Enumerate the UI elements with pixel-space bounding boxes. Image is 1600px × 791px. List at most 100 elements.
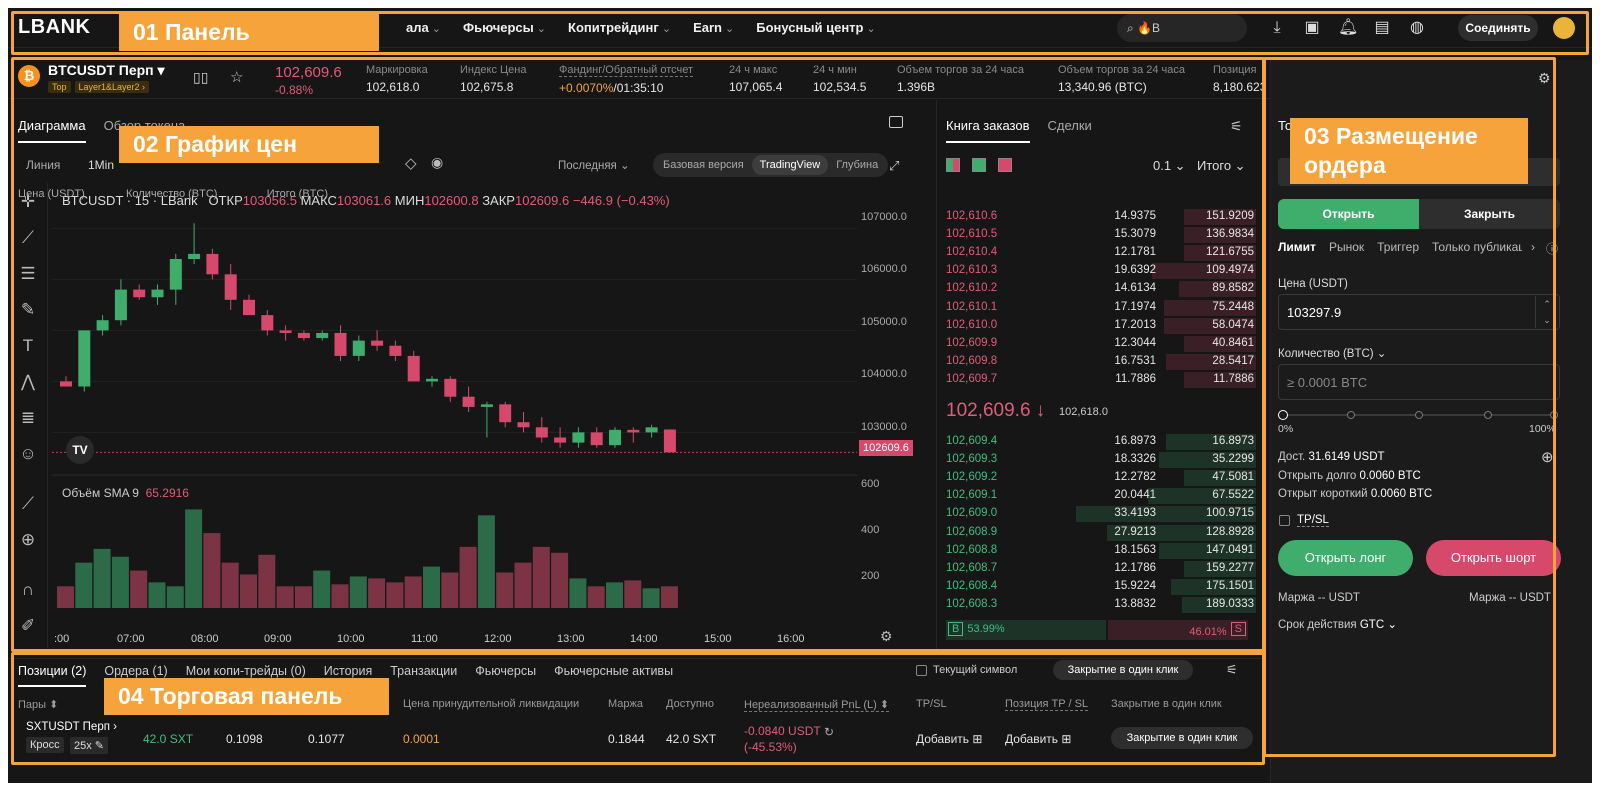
- sliders-icon[interactable]: ⚟: [1230, 118, 1243, 134]
- candle[interactable]: [96, 320, 109, 331]
- bid-row[interactable]: 102,609.3 18.3326 35.2299: [946, 451, 1256, 469]
- add-tpsl-button[interactable]: Добавить ⊞: [916, 732, 983, 746]
- download-icon[interactable]: ⤓: [1273, 19, 1281, 36]
- document-icon[interactable]: ▤: [1374, 19, 1390, 36]
- time-in-force[interactable]: Срок действия GTC ⌄: [1278, 619, 1397, 631]
- candle[interactable]: [334, 332, 347, 356]
- col-pairs[interactable]: Пары ⬍: [18, 699, 59, 711]
- nav-item-copytrading[interactable]: Копитрейдинг: [568, 20, 671, 35]
- book-icon[interactable]: ▯▯: [193, 69, 209, 85]
- chart-type-line[interactable]: Линия: [26, 158, 61, 172]
- fib-icon[interactable]: ≣: [20, 408, 36, 427]
- view-both-icon[interactable]: [946, 158, 960, 172]
- candle[interactable]: [627, 429, 640, 433]
- slider-mark[interactable]: [1415, 411, 1423, 419]
- star-icon[interactable]: ☆: [230, 69, 244, 86]
- position-pair[interactable]: SXTUSDT Перп ›: [26, 721, 117, 733]
- trendline-icon[interactable]: ⟋: [22, 228, 34, 247]
- tab-chart[interactable]: Диаграмма: [18, 118, 86, 143]
- bid-row[interactable]: 102,609.2 12.2782 47.5081: [946, 469, 1256, 487]
- tab-trades[interactable]: Сделки: [1047, 118, 1092, 133]
- bid-row[interactable]: 102,608.8 18.1563 147.0491: [946, 542, 1256, 560]
- ask-row[interactable]: 102,609.7 11.7886 11.7886: [946, 371, 1256, 389]
- crosshair-icon[interactable]: ✛: [20, 192, 36, 211]
- slider-mark[interactable]: [1484, 411, 1492, 419]
- candle[interactable]: [444, 378, 457, 397]
- nav-item-markets[interactable]: ала: [406, 20, 441, 35]
- share-icon[interactable]: ↻: [824, 725, 835, 739]
- magnet-icon[interactable]: ∩: [21, 580, 35, 599]
- tab-orders[interactable]: Ордера (1): [104, 664, 168, 678]
- price-input[interactable]: 103297.9: [1278, 294, 1560, 330]
- ask-row[interactable]: 102,610.5 15.3079 136.9834: [946, 226, 1256, 244]
- tab-transactions[interactable]: Транзакции: [390, 664, 458, 678]
- add-funds-icon[interactable]: ⊕: [1541, 449, 1554, 466]
- fullscreen-icon[interactable]: [889, 116, 903, 128]
- settings-icon[interactable]: ⚙: [1538, 70, 1551, 86]
- lock-pencil-icon[interactable]: ✐: [20, 616, 36, 635]
- tab-futures-assets[interactable]: Фьючерсные активы: [554, 664, 674, 678]
- tab-positions[interactable]: Позиции (2): [18, 664, 87, 687]
- candle[interactable]: [663, 429, 676, 453]
- open-long-button[interactable]: Открыть лонг: [1278, 540, 1413, 576]
- view-asks-icon[interactable]: [998, 158, 1012, 172]
- camera-icon[interactable]: ◉: [431, 154, 444, 170]
- bell-icon[interactable]: 🔔︎: [1338, 19, 1359, 36]
- nav-item-earn[interactable]: Earn: [693, 20, 734, 35]
- view-tradingview[interactable]: TradingView: [751, 155, 829, 175]
- help-icon[interactable]: ⓘ: [1546, 242, 1559, 256]
- candle[interactable]: [572, 432, 585, 443]
- brush-icon[interactable]: ✎: [20, 300, 36, 319]
- nav-item-futures[interactable]: Фьючерсы: [463, 20, 546, 35]
- candle[interactable]: [261, 315, 274, 331]
- ask-row[interactable]: 102,610.6 14.9375 151.9209: [946, 208, 1256, 226]
- candle[interactable]: [188, 253, 201, 259]
- margin-mode[interactable]: Кросс: [26, 737, 64, 753]
- candle[interactable]: [133, 289, 146, 298]
- order-type-limit[interactable]: Лимит: [1278, 240, 1316, 254]
- close-tab[interactable]: Закрыть: [1463, 207, 1516, 221]
- current-symbol-checkbox[interactable]: [916, 665, 927, 676]
- ask-row[interactable]: 102,610.1 17.1974 75.2448: [946, 299, 1256, 317]
- candle[interactable]: [169, 259, 182, 290]
- pattern-icon[interactable]: ⋀: [21, 372, 35, 391]
- view-depth[interactable]: Глубина: [836, 159, 879, 171]
- candle[interactable]: [224, 274, 237, 300]
- tab-orderbook[interactable]: Книга заказов: [946, 118, 1030, 143]
- candle[interactable]: [371, 340, 384, 346]
- slider-handle[interactable]: [1278, 410, 1288, 420]
- candle[interactable]: [554, 437, 567, 443]
- add-position-tpsl-button[interactable]: Добавить ⊞: [1005, 732, 1072, 746]
- bid-row[interactable]: 102,608.7 12.1786 159.2277: [946, 560, 1256, 578]
- avatar[interactable]: [1553, 17, 1575, 39]
- candle[interactable]: [389, 345, 402, 356]
- text-icon[interactable]: T: [22, 336, 34, 355]
- price-stepper[interactable]: ⌃ ⌄: [1535, 296, 1558, 328]
- lbank-logo[interactable]: LBANK: [18, 16, 91, 38]
- view-bids-icon[interactable]: [972, 158, 986, 172]
- candle[interactable]: [517, 422, 530, 428]
- candle[interactable]: [499, 404, 512, 423]
- connect-button[interactable]: Соединять: [1458, 15, 1538, 41]
- candle[interactable]: [114, 289, 127, 321]
- candle[interactable]: [590, 432, 603, 446]
- filter-icon[interactable]: ⚟: [1226, 662, 1238, 677]
- candle[interactable]: [609, 429, 621, 446]
- order-type-market[interactable]: Рынок: [1328, 240, 1365, 254]
- search-input[interactable]: ⌕ 🔥B: [1117, 14, 1247, 42]
- tab-copy-trades[interactable]: Мои копи-трейды (0): [185, 664, 306, 678]
- precision-dropdown[interactable]: 0.1 ⌄: [1153, 158, 1186, 173]
- candle[interactable]: [206, 253, 219, 275]
- ask-row[interactable]: 102,610.2 14.6134 89.8582: [946, 280, 1256, 298]
- chart-settings-icon[interactable]: ⚙: [880, 628, 893, 644]
- candle[interactable]: [426, 378, 438, 382]
- open-tab[interactable]: Открыть: [1278, 199, 1419, 229]
- bid-row[interactable]: 102,608.3 13.8832 189.0333: [946, 596, 1256, 614]
- tpsl-checkbox[interactable]: [1279, 515, 1290, 526]
- candle[interactable]: [60, 381, 72, 387]
- bid-row[interactable]: 102,608.9 27.9213 128.8928: [946, 524, 1256, 542]
- candle[interactable]: [297, 332, 310, 339]
- candle[interactable]: [279, 330, 292, 333]
- zoom-icon[interactable]: ⊕: [20, 530, 36, 549]
- bid-row[interactable]: 102,608.4 15.9224 175.1501: [946, 578, 1256, 596]
